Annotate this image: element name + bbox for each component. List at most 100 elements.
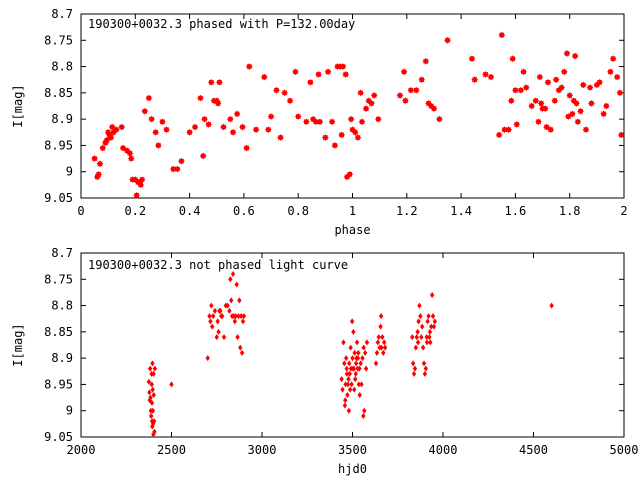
data-series bbox=[146, 271, 554, 438]
data-point bbox=[238, 344, 243, 351]
data-point bbox=[356, 349, 361, 356]
x-tick-label: 3000 bbox=[248, 443, 277, 457]
data-point bbox=[302, 118, 310, 126]
data-point bbox=[286, 97, 294, 105]
data-point bbox=[347, 115, 355, 123]
data-point bbox=[191, 123, 199, 131]
data-point bbox=[358, 360, 363, 367]
x-tick-label: 1.2 bbox=[396, 204, 418, 218]
data-point bbox=[432, 318, 438, 325]
data-point bbox=[351, 328, 356, 335]
y-tick-label: 8.9 bbox=[51, 112, 73, 126]
data-point bbox=[338, 131, 346, 139]
data-point bbox=[412, 86, 420, 94]
data-point bbox=[588, 99, 595, 107]
data-point bbox=[509, 55, 517, 63]
data-point bbox=[361, 344, 366, 351]
data-point bbox=[340, 386, 345, 393]
data-point bbox=[375, 339, 381, 346]
data-point bbox=[149, 412, 154, 419]
data-point bbox=[380, 334, 385, 341]
data-point bbox=[339, 376, 344, 383]
data-point bbox=[150, 360, 155, 367]
data-point bbox=[147, 389, 152, 396]
data-point bbox=[235, 334, 240, 341]
data-point bbox=[374, 349, 380, 356]
data-point bbox=[232, 318, 238, 325]
data-point bbox=[419, 334, 424, 341]
x-tick-label: 2500 bbox=[157, 443, 186, 457]
data-point bbox=[579, 81, 587, 89]
data-point bbox=[154, 142, 162, 149]
data-point bbox=[345, 391, 350, 398]
data-point bbox=[277, 134, 284, 141]
data-point bbox=[252, 126, 260, 134]
data-point bbox=[205, 121, 212, 128]
data-point bbox=[544, 78, 552, 86]
data-point bbox=[273, 86, 280, 94]
data-point bbox=[616, 89, 624, 97]
data-point bbox=[535, 118, 542, 126]
data-point bbox=[563, 50, 571, 57]
data-point bbox=[149, 381, 154, 388]
x-tick-label: 2000 bbox=[67, 443, 96, 457]
data-point bbox=[571, 52, 579, 60]
data-point bbox=[241, 313, 247, 320]
data-point bbox=[205, 355, 210, 362]
x-tick-label: 1 bbox=[349, 204, 356, 218]
data-point bbox=[495, 131, 503, 139]
data-point bbox=[239, 349, 245, 356]
y-tick-label: 8.75 bbox=[44, 33, 73, 47]
y-tick-label: 8.9 bbox=[51, 351, 73, 365]
data-point bbox=[239, 123, 246, 131]
data-point bbox=[233, 110, 241, 118]
data-point bbox=[349, 318, 355, 325]
data-point bbox=[362, 407, 367, 414]
x-tick-label: 1.4 bbox=[450, 204, 472, 218]
data-point bbox=[420, 344, 426, 351]
data-point bbox=[343, 397, 348, 404]
data-point bbox=[118, 123, 126, 131]
data-point bbox=[230, 271, 236, 278]
plot-panel-2: 2000 2500 3000 3500 4000 4500 5000 8.7 8.75 8.8 8.… bbox=[11, 246, 638, 476]
data-point bbox=[163, 126, 170, 134]
data-point bbox=[376, 334, 381, 341]
data-point bbox=[582, 126, 590, 134]
data-point bbox=[133, 191, 141, 199]
data-point bbox=[573, 99, 580, 107]
data-point bbox=[381, 349, 386, 356]
data-point bbox=[210, 323, 215, 330]
data-point bbox=[547, 126, 555, 134]
data-point bbox=[411, 370, 417, 377]
data-point bbox=[574, 118, 582, 126]
data-point bbox=[214, 334, 219, 341]
data-point bbox=[221, 334, 227, 341]
data-point bbox=[112, 126, 120, 134]
data-point bbox=[214, 99, 222, 107]
data-point bbox=[520, 68, 527, 76]
data-point bbox=[227, 307, 232, 314]
data-point bbox=[339, 63, 347, 70]
data-point bbox=[507, 97, 515, 105]
data-point bbox=[552, 76, 560, 84]
data-point bbox=[600, 110, 608, 118]
data-point bbox=[430, 105, 438, 113]
data-point bbox=[414, 334, 419, 341]
data-point bbox=[148, 394, 153, 401]
data-point bbox=[609, 55, 617, 63]
data-point bbox=[352, 386, 357, 393]
data-point bbox=[245, 63, 253, 70]
data-point bbox=[363, 365, 369, 372]
data-point bbox=[233, 313, 238, 320]
data-point bbox=[374, 115, 382, 123]
data-point bbox=[351, 365, 357, 372]
data-point bbox=[347, 360, 352, 367]
data-point bbox=[321, 134, 329, 141]
data-point bbox=[430, 313, 436, 320]
data-point bbox=[422, 57, 430, 65]
data-point bbox=[178, 157, 185, 165]
data-point bbox=[482, 71, 489, 78]
data-point bbox=[307, 78, 314, 86]
data-point bbox=[498, 31, 506, 39]
x-tick-label: 5000 bbox=[610, 443, 639, 457]
